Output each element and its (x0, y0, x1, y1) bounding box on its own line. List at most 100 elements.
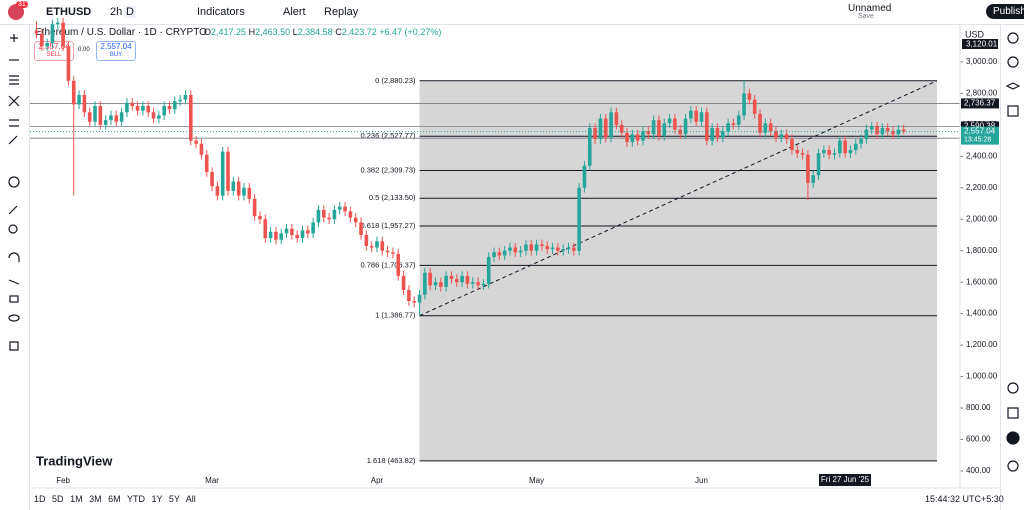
candle-body (747, 93, 752, 100)
candle-body (598, 118, 603, 140)
candle-body (300, 230, 305, 239)
save[interactable]: Save (858, 13, 874, 20)
candle-body (486, 256, 491, 284)
candle-body (864, 129, 869, 140)
candle-body (401, 275, 406, 291)
candle-body (705, 112, 709, 141)
candle-body (800, 153, 805, 155)
range-button[interactable]: All (185, 494, 196, 504)
low: 2,384.58 (297, 27, 333, 37)
range-button[interactable]: 5D (52, 494, 64, 504)
y-tick-label: 2,400.00 (966, 151, 998, 160)
candle-body (763, 123, 768, 133)
badge: 31 (16, 1, 28, 8)
candle-body (194, 140, 198, 144)
candle-body (82, 94, 87, 113)
trend-line (419, 80, 938, 317)
candle-body (885, 128, 890, 132)
range-button[interactable]: 1Y (151, 494, 163, 504)
y-tick-label: 400.00 (966, 466, 991, 475)
candle-body (545, 245, 550, 250)
range-button[interactable]: 3M (89, 494, 102, 504)
candle-body (268, 231, 273, 239)
range-button[interactable]: 1D (34, 494, 46, 504)
publish-button[interactable]: Publish (986, 4, 1024, 19)
candle-body (359, 222, 363, 235)
candle-body (731, 123, 736, 125)
crosshair-date-bg (819, 474, 871, 486)
candle-body (710, 128, 714, 141)
candle-body (157, 115, 161, 119)
candle-body (673, 118, 677, 130)
candle-body (838, 140, 842, 154)
x-tick-label: Mar (205, 476, 219, 485)
y-tick-label: 2,000.00 (966, 214, 998, 223)
candle-body (332, 209, 337, 220)
symbol[interactable]: ETHUSD (46, 6, 92, 18)
candle-body (625, 132, 629, 143)
candle-body (790, 139, 794, 151)
candle-body (641, 131, 645, 141)
brand: TradingView (36, 453, 113, 468)
candle-body (263, 219, 268, 239)
interval-alt[interactable]: D (124, 6, 136, 18)
candle-body (130, 102, 135, 106)
avatar[interactable] (8, 4, 24, 20)
candle-body (93, 105, 97, 122)
candle-body (508, 247, 512, 251)
candle-body (832, 153, 837, 155)
candle-body (77, 94, 81, 105)
candle-body (822, 150, 826, 154)
candle-body (226, 151, 230, 191)
sell-button[interactable]: 2,557.04 SELL (34, 41, 74, 61)
y-tick-label: 800.00 (966, 403, 991, 412)
y-tick-label: 1,800.00 (966, 246, 998, 255)
fib-label: 1 (1,386.77) (375, 311, 416, 320)
candle-body (572, 247, 576, 251)
candle-body (327, 217, 331, 220)
countdown: 13:45:28 (964, 136, 991, 143)
x-tick-label: Feb (56, 476, 70, 485)
candle-body (736, 115, 741, 125)
range-button[interactable]: 1M (70, 494, 83, 504)
candle-body (694, 110, 698, 122)
candle-body (178, 99, 182, 102)
buy-button[interactable]: 2,557.04 BUY (96, 41, 136, 61)
indicators[interactable]: Indicators (197, 6, 245, 18)
candle-body (614, 112, 619, 125)
candle-body (444, 275, 448, 287)
candle-body (141, 105, 145, 111)
currency: USD (965, 29, 985, 39)
candle-body (71, 80, 76, 105)
range-button[interactable]: 6M (108, 494, 121, 504)
candle-body (513, 247, 518, 253)
y-tick-label: 2,200.00 (966, 183, 998, 192)
y-tick-label: 2,600.00 (966, 120, 998, 129)
spread: 0.00 (78, 47, 90, 53)
candle-body (646, 131, 651, 135)
candle-body (380, 241, 385, 251)
candle-body (428, 272, 432, 286)
replay[interactable]: Replay (324, 6, 359, 18)
candle-body (492, 252, 496, 257)
range-button[interactable]: YTD (126, 494, 145, 504)
range-button[interactable]: 5Y (168, 494, 180, 504)
candle-body (758, 113, 762, 133)
buy-label: BUY (109, 52, 123, 58)
y-tick-label: 600.00 (966, 435, 991, 444)
candle-body (321, 209, 326, 218)
candle-body (827, 150, 831, 155)
candle-body (699, 112, 704, 122)
candle-body (391, 252, 395, 254)
candle-body (534, 244, 539, 251)
candle-body (119, 112, 124, 122)
plot: 3,000.00 2,800.00 2,600.00 2,400.00 2,200.00… (30, 17, 998, 485)
candle-body (752, 99, 757, 114)
candle-body (470, 282, 475, 284)
candle-body (651, 120, 656, 135)
interval[interactable]: 2h (110, 6, 123, 18)
close: 2,423.72 (341, 27, 377, 37)
layout-name[interactable]: Unnamed (848, 3, 892, 14)
top-bar (0, 0, 1024, 25)
alert[interactable]: Alert (283, 6, 306, 18)
